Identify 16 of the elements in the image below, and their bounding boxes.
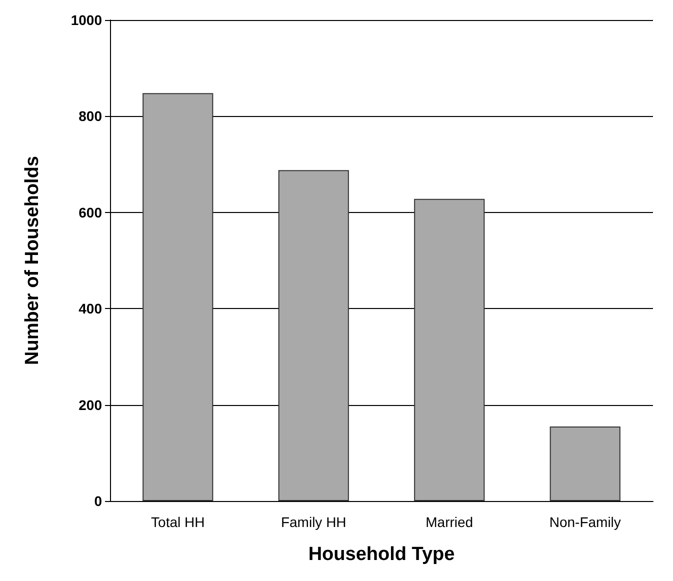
- x-tick-label: Family HH: [280, 514, 346, 530]
- bar: [414, 198, 485, 501]
- x-tick-label: Married: [426, 514, 474, 530]
- y-axis-title: Number of Households: [22, 156, 43, 366]
- x-axis-title: Household Type: [308, 544, 455, 565]
- y-tick-label: 1000: [70, 12, 102, 28]
- x-tick-label: Total HH: [151, 514, 205, 530]
- bar: [278, 170, 349, 501]
- y-tick-label: 200: [78, 396, 102, 413]
- y-tick-label: 400: [78, 300, 102, 317]
- x-tick-label: Non-Family: [549, 514, 621, 530]
- y-tick-label: 800: [78, 108, 102, 124]
- bar: [550, 426, 620, 501]
- y-tick-label: 0: [94, 493, 102, 509]
- bar: [142, 93, 214, 501]
- y-tick-label: 600: [78, 204, 102, 220]
